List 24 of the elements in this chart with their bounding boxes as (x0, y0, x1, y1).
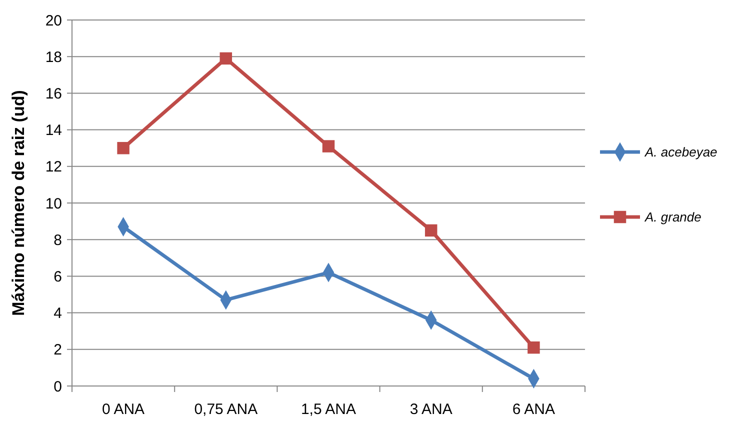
y-tick-label: 20 (45, 12, 62, 30)
y-tick-label: 12 (45, 158, 62, 176)
y-tick-label: 6 (54, 268, 62, 286)
x-tick-label: 0,75 ANA (194, 401, 258, 418)
y-tick-label: 16 (45, 85, 62, 102)
point (322, 140, 335, 152)
x-tick-label: 1,5 ANA (300, 401, 356, 418)
legend-label: A. grande (644, 210, 702, 225)
x-tick-label: 0 ANA (102, 401, 145, 418)
y-tick-label: 0 (54, 378, 62, 396)
y-tick-label: 2 (54, 342, 62, 359)
y-tick-label: 18 (45, 48, 62, 66)
point (528, 341, 540, 354)
legend-label: A. acebeyae (644, 144, 718, 160)
x-tick-label: 6 ANA (512, 401, 555, 418)
point (117, 142, 130, 154)
y-axis-title: Máximo número de raiz (ud) (9, 90, 28, 316)
y-tick-label: 14 (45, 122, 62, 140)
y-tick-label: 10 (45, 195, 62, 212)
y-tick-label: 8 (54, 232, 62, 249)
x-tick-label: 3 ANA (410, 401, 452, 418)
point (424, 224, 438, 237)
y-tick-label: 4 (54, 305, 62, 322)
point (220, 52, 232, 65)
